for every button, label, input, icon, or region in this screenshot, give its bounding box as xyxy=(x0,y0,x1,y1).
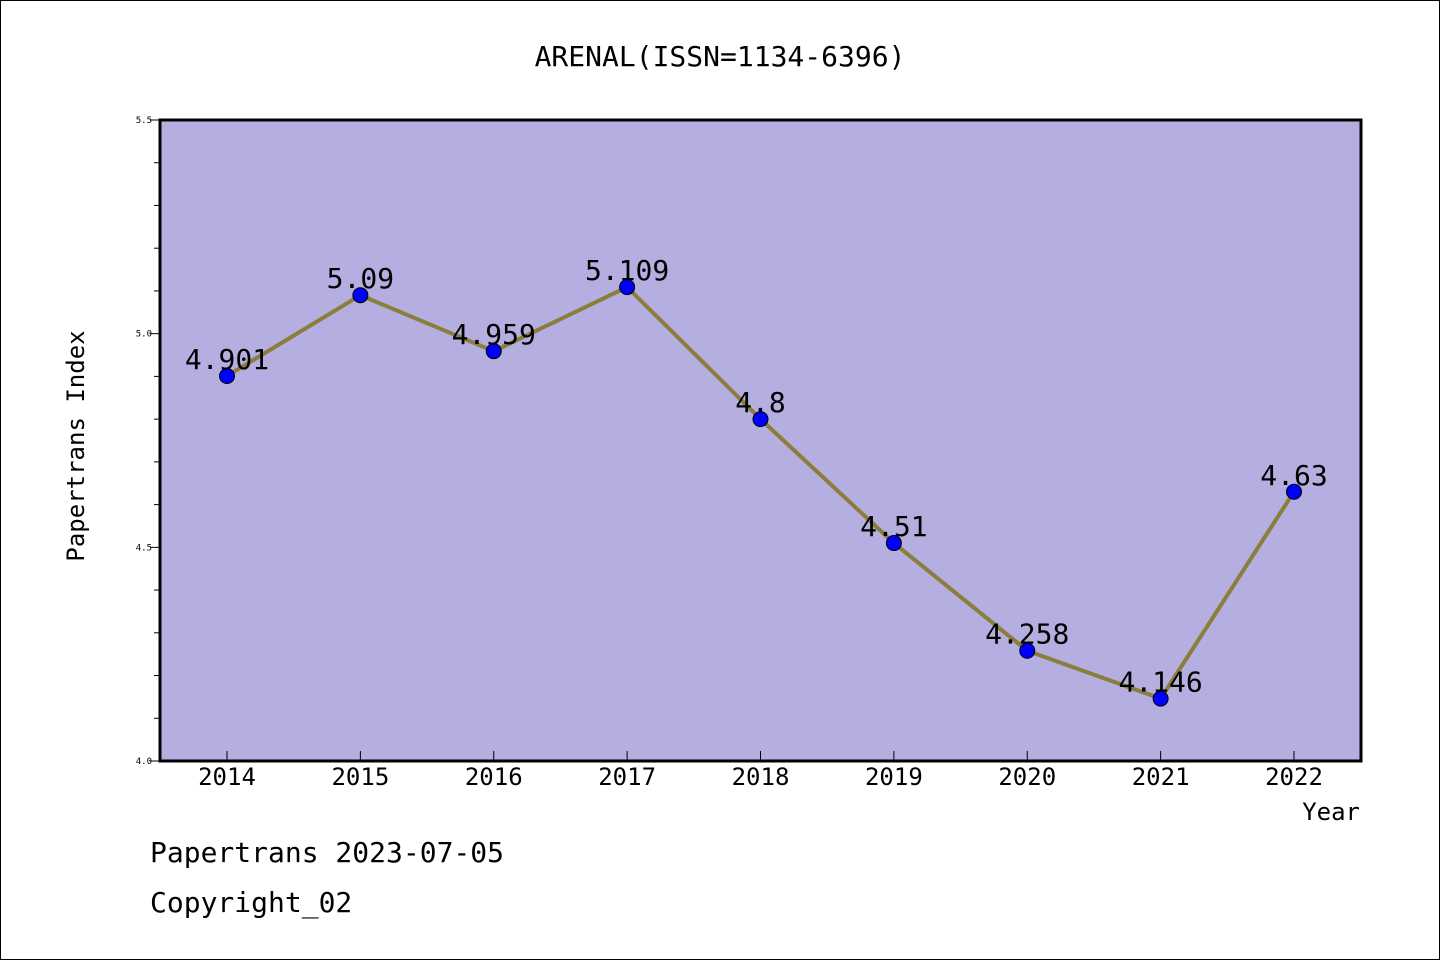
data-point xyxy=(752,411,769,428)
x-tick-label: 2020 xyxy=(998,763,1056,791)
x-tick-label: 2017 xyxy=(598,763,656,791)
x-tick-label: 2016 xyxy=(465,763,523,791)
x-tick-label: 2015 xyxy=(331,763,389,791)
data-label: 4.901 xyxy=(185,343,269,376)
x-axis-label: Year xyxy=(1302,798,1360,826)
y-tick-label: 5.0 xyxy=(136,330,152,340)
x-tick-label: 2018 xyxy=(732,763,790,791)
chart-title: ARENAL(ISSN=1134-6396) xyxy=(535,40,906,73)
data-label: 5.109 xyxy=(585,254,669,287)
x-tick-label: 2022 xyxy=(1265,763,1323,791)
plot-area xyxy=(158,118,1363,763)
data-point xyxy=(1152,690,1169,707)
data-point xyxy=(885,535,902,552)
series-layer: 4.901 5.09 4.959 5.109 4.8 4.51 4.258 4.146 4.63 xyxy=(185,254,1328,707)
x-tick-label: 2014 xyxy=(198,763,256,791)
data-point xyxy=(219,367,235,384)
x-axis: 2014 2015 2016 2017 2018 2019 2020 2021 2022 xyxy=(198,751,1323,791)
data-label: 4.146 xyxy=(1118,666,1202,699)
data-label: 4.959 xyxy=(452,318,536,351)
y-tick-label: 4.0 xyxy=(136,757,152,767)
data-point xyxy=(1019,642,1036,659)
data-point xyxy=(619,279,636,296)
data-label: 4.63 xyxy=(1260,459,1327,492)
footer-date-text: Papertrans 2023-07-05 xyxy=(150,836,505,869)
data-label: 4.51 xyxy=(860,510,927,543)
x-tick-label: 2019 xyxy=(865,763,923,791)
x-tick-label: 2021 xyxy=(1132,763,1190,791)
data-point xyxy=(352,287,369,304)
data-point xyxy=(485,343,502,360)
y-axis-label: Papertrans Index xyxy=(62,330,90,561)
data-label: 4.258 xyxy=(985,618,1069,651)
data-label: 5.09 xyxy=(327,262,394,295)
data-label: 4.8 xyxy=(735,386,786,419)
footer-copyright-text: Copyright_02 xyxy=(150,886,353,919)
data-point xyxy=(1286,483,1302,500)
y-tick-label: 4.5 xyxy=(136,543,152,553)
y-axis: 4.0 4.5 5.0 5.5 xyxy=(136,116,160,767)
y-tick-label: 5.5 xyxy=(136,116,152,126)
